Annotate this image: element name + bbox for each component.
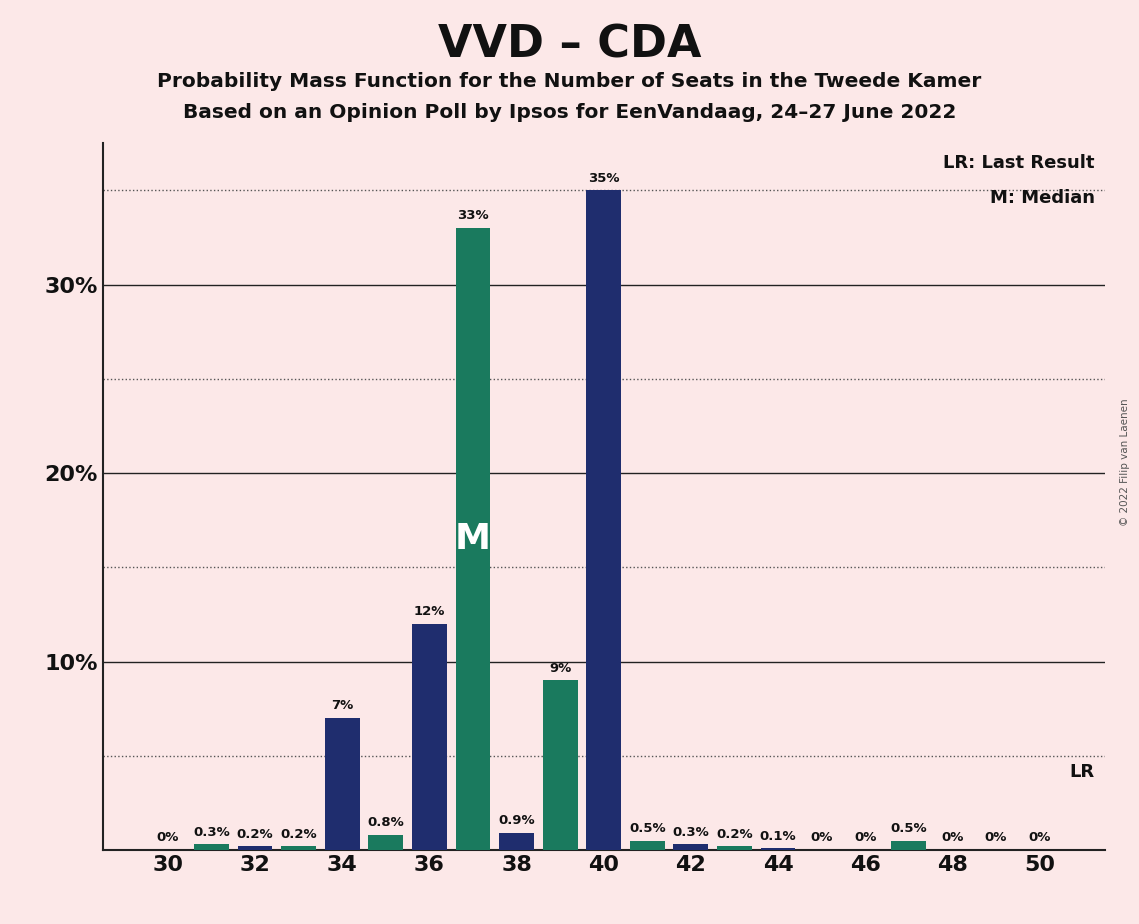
Text: 0.5%: 0.5%: [629, 822, 665, 835]
Bar: [456, 228, 491, 850]
Bar: [325, 718, 360, 850]
Text: LR: LR: [1070, 763, 1095, 781]
Text: Based on an Opinion Poll by Ipsos for EenVandaag, 24–27 June 2022: Based on an Opinion Poll by Ipsos for Ee…: [183, 103, 956, 123]
Bar: [542, 680, 577, 850]
Bar: [892, 841, 926, 850]
Text: 0%: 0%: [985, 832, 1007, 845]
Text: 0%: 0%: [157, 832, 179, 845]
Bar: [281, 846, 316, 850]
Text: © 2022 Filip van Laenen: © 2022 Filip van Laenen: [1121, 398, 1130, 526]
Text: Probability Mass Function for the Number of Seats in the Tweede Kamer: Probability Mass Function for the Number…: [157, 72, 982, 91]
Text: 0.9%: 0.9%: [498, 814, 535, 828]
Text: 0.2%: 0.2%: [280, 828, 317, 841]
Text: 0%: 0%: [810, 832, 833, 845]
Bar: [716, 846, 752, 850]
Text: 0.8%: 0.8%: [368, 816, 404, 830]
Bar: [761, 848, 795, 850]
Bar: [630, 841, 665, 850]
Text: M: Median: M: Median: [990, 189, 1095, 207]
Bar: [587, 190, 621, 850]
Bar: [412, 624, 446, 850]
Text: 0%: 0%: [854, 832, 876, 845]
Text: 0.2%: 0.2%: [716, 828, 753, 841]
Text: 7%: 7%: [331, 699, 353, 712]
Bar: [194, 845, 229, 850]
Text: 0%: 0%: [941, 832, 964, 845]
Text: 0.3%: 0.3%: [672, 826, 710, 839]
Text: 9%: 9%: [549, 662, 572, 675]
Text: VVD – CDA: VVD – CDA: [437, 23, 702, 67]
Text: 33%: 33%: [457, 210, 489, 223]
Text: 0.5%: 0.5%: [891, 822, 927, 835]
Text: 0.2%: 0.2%: [237, 828, 273, 841]
Text: 0%: 0%: [1029, 832, 1050, 845]
Text: M: M: [454, 522, 491, 556]
Bar: [499, 833, 534, 850]
Text: 12%: 12%: [413, 605, 445, 618]
Bar: [673, 845, 708, 850]
Bar: [368, 835, 403, 850]
Text: 0.3%: 0.3%: [194, 826, 230, 839]
Text: 0.1%: 0.1%: [760, 830, 796, 843]
Text: 35%: 35%: [588, 172, 620, 185]
Text: LR: Last Result: LR: Last Result: [943, 153, 1095, 172]
Bar: [238, 846, 272, 850]
